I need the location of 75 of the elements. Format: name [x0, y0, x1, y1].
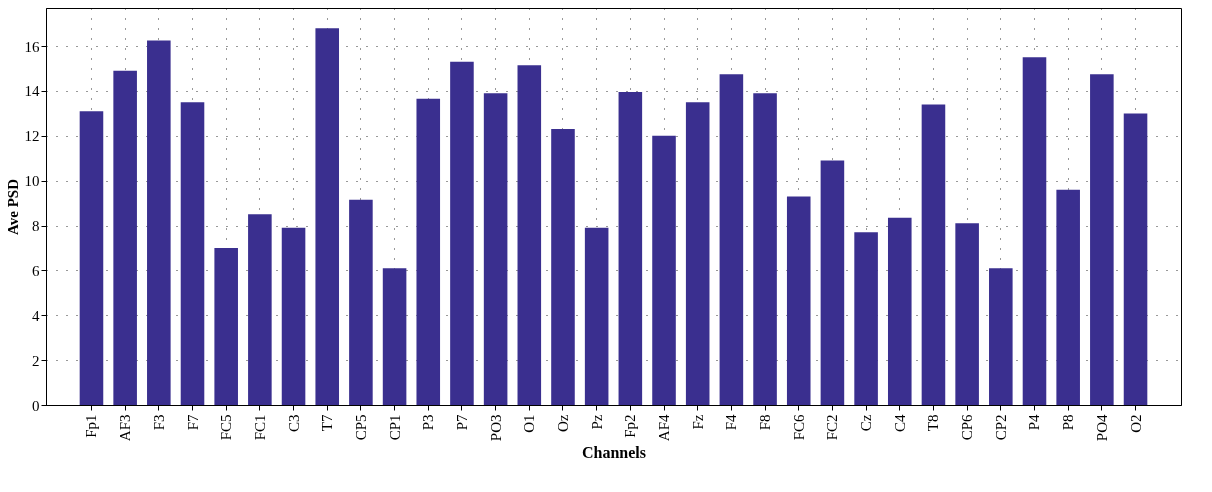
- x-tick-label: P7: [453, 414, 470, 431]
- bar: [584, 227, 609, 405]
- bar: [551, 129, 575, 405]
- x-tick-label: O1: [521, 414, 538, 433]
- y-tick-label: 6: [32, 262, 40, 279]
- y-tick-label: 12: [24, 128, 40, 145]
- x-tick-label: FC6: [790, 414, 807, 441]
- bar: [652, 135, 676, 405]
- bar: [483, 93, 508, 405]
- x-tick-label: Fz: [689, 414, 706, 430]
- bar: [450, 61, 474, 405]
- bar: [416, 98, 441, 405]
- x-tick-label: Pz: [588, 414, 605, 430]
- x-tick-label: C3: [285, 414, 302, 433]
- bar: [517, 65, 542, 405]
- x-tick-label: P8: [1060, 414, 1077, 431]
- bar: [79, 111, 104, 405]
- x-tick-label: T8: [925, 414, 942, 432]
- x-tick-label: CP1: [386, 414, 403, 441]
- bar: [820, 160, 845, 405]
- y-tick-label: 14: [24, 83, 40, 100]
- x-tick-label: Oz: [554, 414, 571, 432]
- x-tick-label: AF4: [656, 414, 673, 442]
- x-tick-label: F8: [757, 414, 774, 431]
- y-tick-label: 10: [24, 173, 40, 190]
- bar: [887, 217, 912, 405]
- x-tick-label: FC1: [251, 414, 268, 441]
- bar: [113, 70, 137, 405]
- bar: [1022, 57, 1047, 405]
- y-tick-label: 4: [32, 307, 40, 324]
- x-tick-label: Cz: [858, 414, 875, 432]
- x-axis-title: Channels: [581, 444, 647, 462]
- bar: [753, 93, 777, 405]
- bar: [989, 268, 1013, 405]
- bar: [1123, 113, 1148, 405]
- x-tick-label: P3: [420, 414, 437, 431]
- bar: [685, 102, 710, 405]
- bar: [281, 227, 306, 405]
- bar: [618, 92, 643, 405]
- y-tick-label: 16: [24, 38, 40, 55]
- x-tick-label: C4: [891, 414, 908, 433]
- bar: [1056, 189, 1080, 405]
- y-tick-label: 2: [32, 352, 40, 369]
- bar: [315, 28, 340, 405]
- y-tick-label: 0: [32, 397, 40, 414]
- y-axis-title: Ave PSD: [4, 178, 21, 235]
- x-tick-label: P4: [1026, 414, 1043, 431]
- bar: [854, 232, 878, 405]
- bar: [349, 199, 373, 405]
- bar: [719, 74, 744, 405]
- bar: [214, 247, 238, 405]
- bar: [1090, 74, 1114, 405]
- bar: [786, 196, 811, 405]
- x-tick-label: Fp1: [83, 414, 100, 438]
- bar: [180, 102, 205, 405]
- x-tick-label: PO3: [487, 414, 504, 442]
- x-tick-label: F4: [723, 414, 740, 431]
- x-tick-label: AF3: [117, 414, 134, 442]
- x-tick-label: O2: [1127, 414, 1144, 433]
- x-tick-label: F7: [184, 414, 201, 431]
- bar: [248, 214, 272, 405]
- x-tick-label: PO4: [1093, 414, 1110, 442]
- bar: [921, 104, 946, 405]
- x-tick-label: Fp2: [622, 414, 639, 438]
- x-tick-label: CP6: [959, 414, 976, 441]
- bar: [382, 268, 407, 405]
- x-tick-label: FC5: [218, 414, 235, 441]
- x-tick-label: T7: [319, 414, 336, 432]
- x-tick-label: F3: [150, 414, 167, 431]
- x-tick-label: FC2: [824, 414, 841, 441]
- bar: [147, 40, 171, 405]
- bar: [955, 223, 979, 405]
- x-tick-label: CP5: [352, 414, 369, 441]
- y-tick-label: 8: [32, 218, 40, 235]
- x-tick-label: CP2: [992, 414, 1009, 441]
